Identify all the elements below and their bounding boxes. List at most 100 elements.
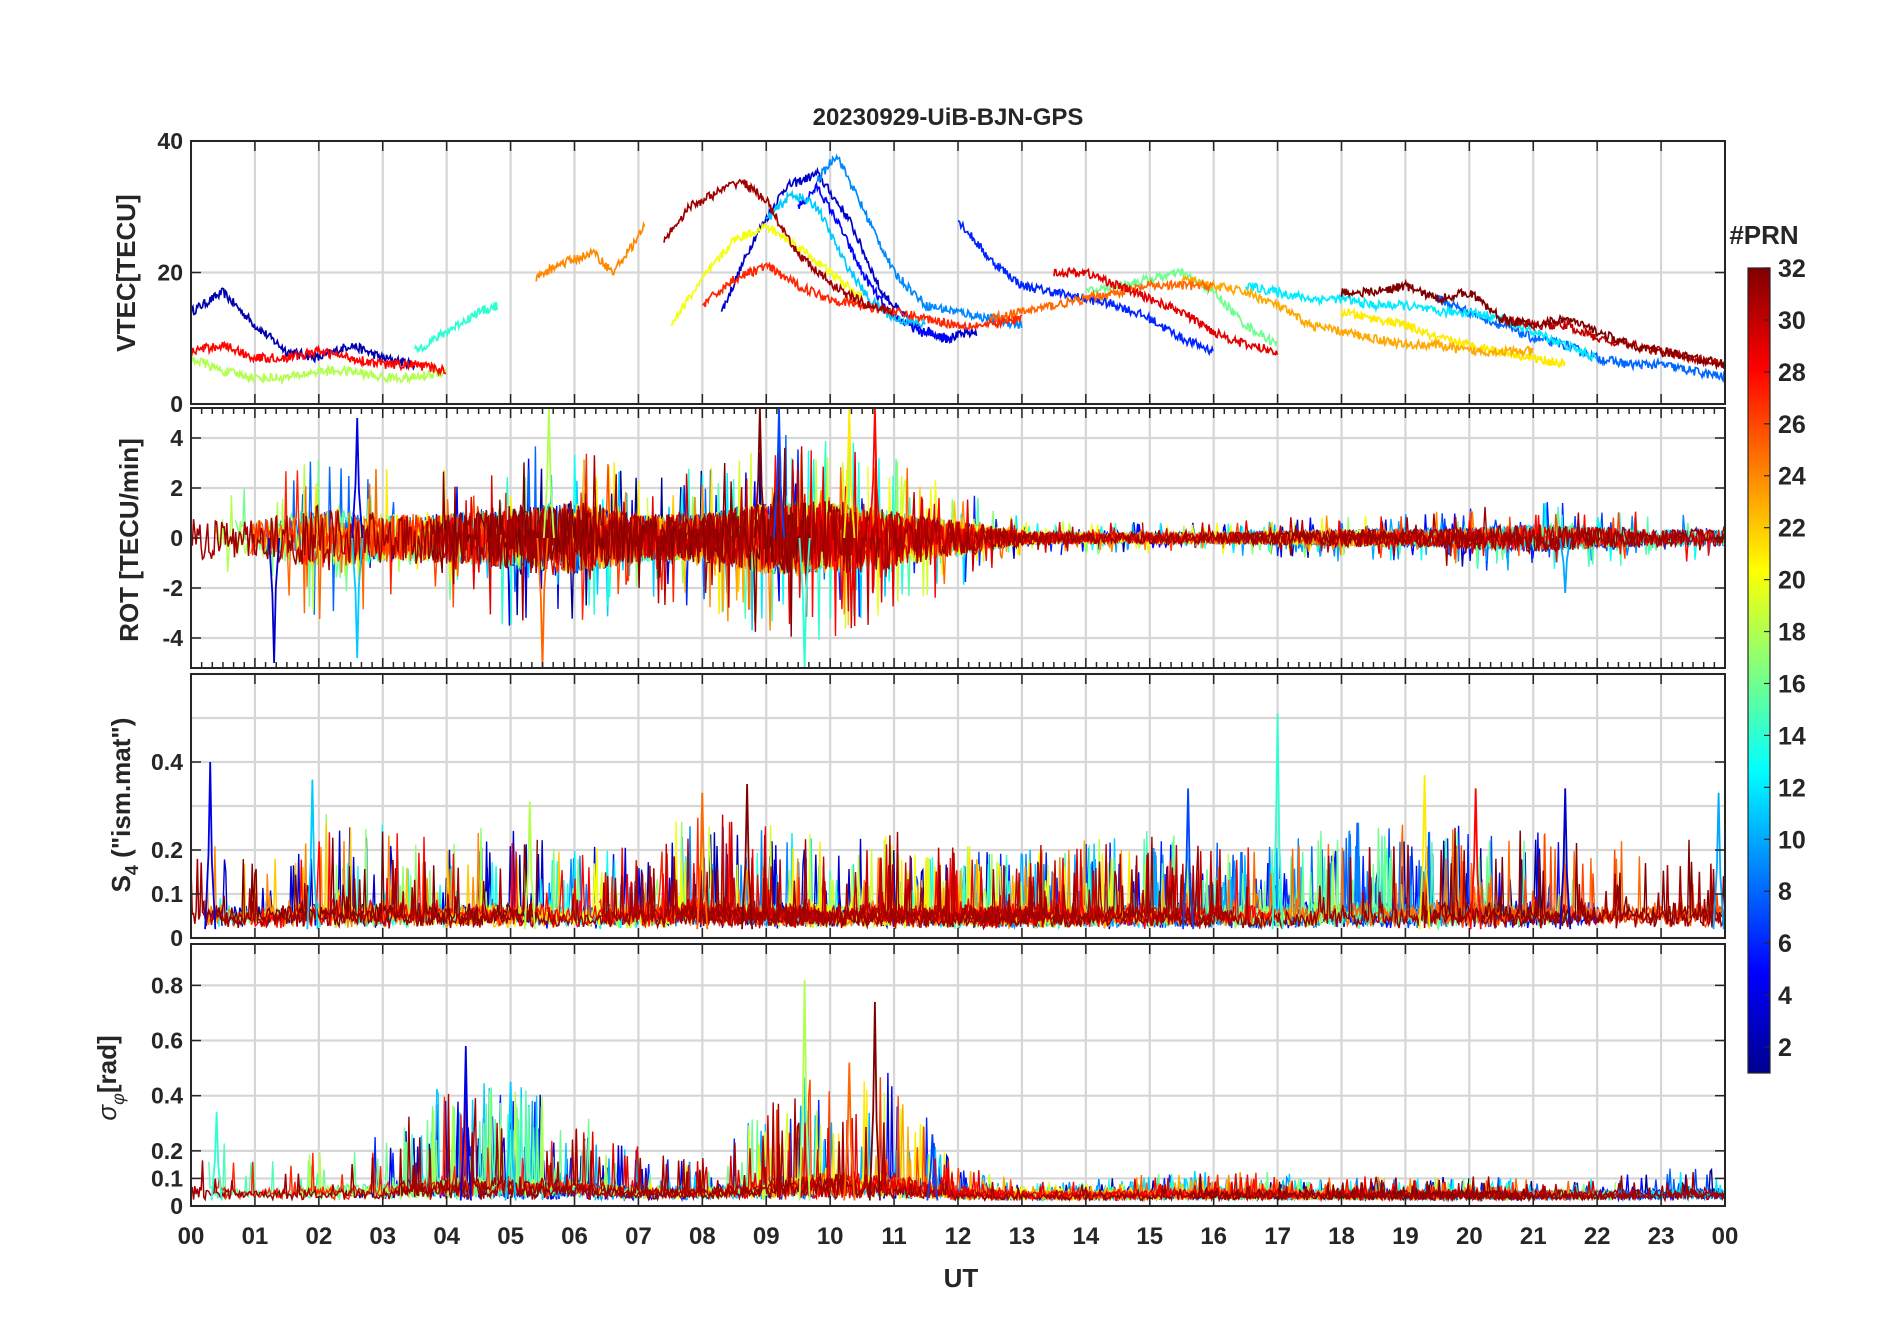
sigma-phi-series-group [191, 979, 1725, 1203]
rot-spike [773, 408, 785, 539]
y-tick-label: 0 [170, 925, 183, 951]
colorbar-bar [1747, 267, 1771, 1074]
s4-panel: 0 0.1 0.2 0.4 [151, 672, 1727, 951]
x-tick-label: 02 [305, 1223, 332, 1250]
colorbar-tick-label: 6 [1778, 930, 1792, 958]
rot-spike [1559, 537, 1572, 594]
s4-spike [1469, 788, 1482, 930]
x-tick-label: 06 [561, 1223, 588, 1250]
sigma-phi-spike [210, 1112, 223, 1201]
y-tick-label: 0.2 [151, 1138, 183, 1164]
vtec-series-line [797, 180, 953, 344]
y-tick-label: -2 [163, 575, 183, 601]
y-tick-label: 0.4 [151, 749, 183, 775]
sigma-phi-panel: 00.10.2 0.4 0.6 0.8 [151, 943, 1727, 1219]
vtec-y-axis-label: VTEC[TECU] [111, 194, 141, 351]
rot-series-line [1141, 517, 1479, 557]
figure-title: 20230929-UiB-BJN-GPS [813, 104, 1084, 131]
vtec-series-line [1340, 278, 1725, 371]
s4-spike [696, 792, 709, 930]
vtec-series-line [191, 340, 447, 377]
vtec-series-line [816, 153, 1023, 330]
x-tick-label: 00 [178, 1223, 205, 1250]
y-tick-label: 4 [170, 425, 183, 451]
s4-spike [1712, 792, 1725, 930]
y-tick-label: 2 [170, 475, 183, 501]
x-tick-label: 21 [1520, 1223, 1547, 1250]
colorbar-tick-label: 30 [1778, 307, 1806, 335]
vtec-series-line [191, 355, 447, 386]
sigma-phi-spike [843, 1062, 856, 1201]
y-tick-label: 0 [170, 1193, 183, 1219]
colorbar-tick-label: 24 [1778, 463, 1806, 491]
vtec-series-line [413, 301, 499, 354]
rot-series-line [619, 446, 1097, 625]
colorbar-tick-label: 18 [1778, 619, 1806, 647]
rot-series-group [191, 408, 1725, 668]
vtec-series-line [1436, 295, 1725, 384]
colorbar-tick-label: 16 [1778, 670, 1806, 698]
s4-label-sub: 4 [122, 865, 142, 875]
vtec-series-line [765, 189, 926, 328]
sigma-phi-spike [926, 1134, 939, 1201]
colorbar-tick-label: 26 [1778, 411, 1806, 439]
sigma-phi-spike [459, 1045, 472, 1201]
x-tick-label: 13 [1009, 1223, 1036, 1250]
colorbar-label: #PRN [1729, 220, 1798, 250]
rot-series-line [191, 500, 1725, 576]
s4-spike [1559, 788, 1572, 930]
y-tick-label: -4 [163, 625, 184, 651]
s4-series-group [191, 713, 1725, 931]
s4-spike [1418, 775, 1431, 930]
colorbar-tick-label: 10 [1778, 826, 1806, 854]
x-tick-label: 17 [1264, 1223, 1291, 1250]
vtec-panel: 0 20 40 [157, 128, 1727, 417]
rot-spike [868, 408, 881, 539]
colorbar-tick-label: 4 [1778, 982, 1792, 1010]
x-tick-label: 15 [1136, 1223, 1163, 1250]
vtec-series-line [989, 278, 1214, 324]
s4-spike [523, 801, 536, 930]
vtec-series-group [191, 153, 1725, 386]
x-tick-label: 07 [625, 1223, 652, 1250]
sigma-phi-label-sub: φ [108, 1093, 128, 1105]
colorbar-tick-label: 22 [1778, 515, 1806, 543]
x-tick-label: 16 [1200, 1223, 1227, 1250]
y-tick-label: 0 [170, 525, 183, 551]
vtec-series-line [535, 220, 646, 282]
rot-spike [351, 417, 364, 539]
s4-spike [741, 783, 754, 930]
rot-spike [536, 537, 549, 668]
sigma-phi-spike [504, 1081, 517, 1201]
y-tick-label: 0.1 [151, 1165, 183, 1191]
s4-spike [204, 761, 217, 930]
colorbar-tick-label: 32 [1778, 255, 1806, 283]
x-tick-label: 23 [1648, 1223, 1675, 1250]
y-tick-label: 0.1 [151, 881, 183, 907]
vtec-series-line [670, 222, 863, 326]
sigma-phi-label-symbol: σ [92, 1104, 122, 1121]
colorbar-tick-label: 14 [1778, 722, 1806, 750]
rot-panel: -4 -2 0 2 4 [163, 407, 1727, 669]
y-tick-label: 0.8 [151, 972, 183, 998]
rot-spike [542, 408, 555, 539]
s4-spike [306, 779, 319, 930]
x-tick-label: 04 [433, 1223, 460, 1250]
x-tick-label: 12 [945, 1223, 972, 1250]
s4-spike [1182, 788, 1195, 930]
colorbar-tick-label: 2 [1778, 1034, 1792, 1062]
vtec-series-line [1180, 275, 1534, 358]
sigma-phi-spike [868, 1001, 881, 1201]
sigma-phi-series-line [191, 1121, 1725, 1203]
x-tick-label: 11 [881, 1223, 906, 1250]
x-tick-label: 22 [1584, 1223, 1611, 1250]
colorbar-tick-label: 20 [1778, 567, 1806, 595]
rot-spike [268, 537, 281, 664]
sigma-phi-y-axis-label: σφ[rad] [92, 1035, 128, 1120]
rot-spike [843, 408, 856, 539]
y-tick-label: 20 [157, 260, 183, 286]
x-tick-label: 18 [1328, 1223, 1355, 1250]
